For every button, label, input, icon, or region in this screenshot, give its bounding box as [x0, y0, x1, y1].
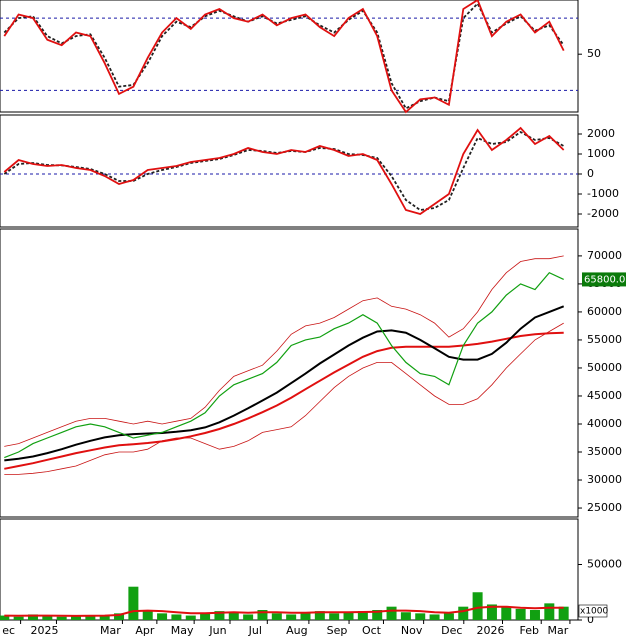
x-tick-label: Feb: [519, 624, 538, 637]
volume-bar: [257, 610, 268, 620]
volume-ma: [4, 605, 564, 617]
series-line: [3, 126, 565, 215]
volume-bar: [400, 612, 411, 620]
unit-box: [578, 604, 608, 618]
volume-bar: [85, 615, 96, 620]
volume-bar: [0, 615, 10, 620]
y-tick-label: 50: [587, 47, 601, 60]
x-tick-label: May: [171, 624, 194, 637]
last-price-box: [582, 272, 626, 287]
x-tick-label: Apr: [135, 624, 155, 637]
volume-bar: [142, 611, 153, 620]
y-tick-label: 45000: [587, 389, 622, 402]
x-tick-label: Sep: [327, 624, 348, 637]
series-line: [3, 130, 565, 211]
x-tick-label: Dec: [441, 624, 462, 637]
volume-bar: [271, 613, 282, 620]
volume-bar: [300, 612, 311, 620]
panel-frame: [0, 228, 579, 518]
y-tick-label: 50000: [587, 558, 622, 571]
series-line: [4, 331, 564, 470]
y-tick-label: 55000: [587, 333, 622, 346]
volume-bar: [558, 606, 569, 620]
volume-bar: [128, 586, 139, 620]
x-tick-label: Jun: [208, 624, 226, 637]
panel-frame: [0, 114, 579, 228]
volume-bar: [329, 613, 340, 620]
series-line: [4, 322, 564, 475]
x-tick-label: Mar: [548, 624, 569, 637]
volume-bar: [42, 615, 53, 620]
y-tick-label: -1000: [587, 187, 619, 200]
series-line: [4, 305, 565, 462]
y-tick-label: 0: [587, 613, 594, 626]
volume-bar: [386, 606, 397, 620]
volume-bar: [13, 616, 24, 620]
series-line: [4, 255, 564, 447]
volume-bar: [529, 610, 540, 620]
volume-bar: [458, 606, 469, 620]
volume-bar: [443, 613, 454, 620]
y-tick-label: -2000: [587, 207, 619, 220]
volume-bar: [372, 610, 383, 620]
y-tick-label: 1000: [587, 147, 615, 160]
x-tick-label: ec: [2, 624, 15, 637]
volume-bar: [501, 606, 512, 620]
unit-label: x1000: [580, 607, 609, 617]
series-line: [4, 271, 564, 459]
y-tick-label: 35000: [587, 445, 622, 458]
x-tick-label: 2025: [30, 624, 58, 637]
volume-bar: [71, 616, 82, 620]
volume-bar: [486, 604, 497, 620]
volume-bar: [200, 613, 211, 620]
x-tick-label: Mar: [100, 624, 121, 637]
volume-bar: [99, 615, 110, 620]
x-tick-label: Jul: [248, 624, 262, 637]
series-line: [3, 0, 565, 114]
volume-bar: [472, 592, 483, 620]
volume-bar: [314, 611, 325, 620]
x-tick-label: Aug: [286, 624, 307, 637]
volume-bar: [515, 608, 526, 620]
y-tick-label: 0: [587, 167, 594, 180]
volume-bar: [544, 603, 555, 620]
volume-bar: [56, 616, 67, 620]
y-tick-label: 30000: [587, 473, 622, 486]
volume-bar: [214, 611, 225, 620]
x-tick-label: 2026: [477, 624, 505, 637]
volume-bar: [286, 614, 297, 620]
volume-bar: [228, 612, 239, 620]
x-tick-label: Nov: [401, 624, 423, 637]
volume-bar: [415, 613, 426, 620]
volume-bar: [343, 612, 354, 620]
volume-bar: [429, 614, 440, 620]
series-line: [3, 2, 565, 110]
y-tick-label: 50000: [587, 361, 622, 374]
volume-bar: [114, 613, 125, 620]
volume-bar: [171, 614, 182, 620]
y-tick-label: 2000: [587, 127, 615, 140]
panel-frame: [0, 0, 579, 113]
volume-bar: [185, 615, 196, 620]
volume-bar: [357, 611, 368, 620]
y-tick-label: 25000: [587, 501, 622, 514]
y-tick-label: 40000: [587, 417, 622, 430]
volume-bar: [27, 614, 38, 620]
volume-bar: [243, 614, 254, 620]
y-tick-label: 70000: [587, 249, 622, 262]
last-price-label: 65800.00: [584, 274, 626, 285]
x-tick-label: Oct: [362, 624, 382, 637]
y-tick-label: 60000: [587, 305, 622, 318]
volume-bar: [157, 613, 168, 620]
